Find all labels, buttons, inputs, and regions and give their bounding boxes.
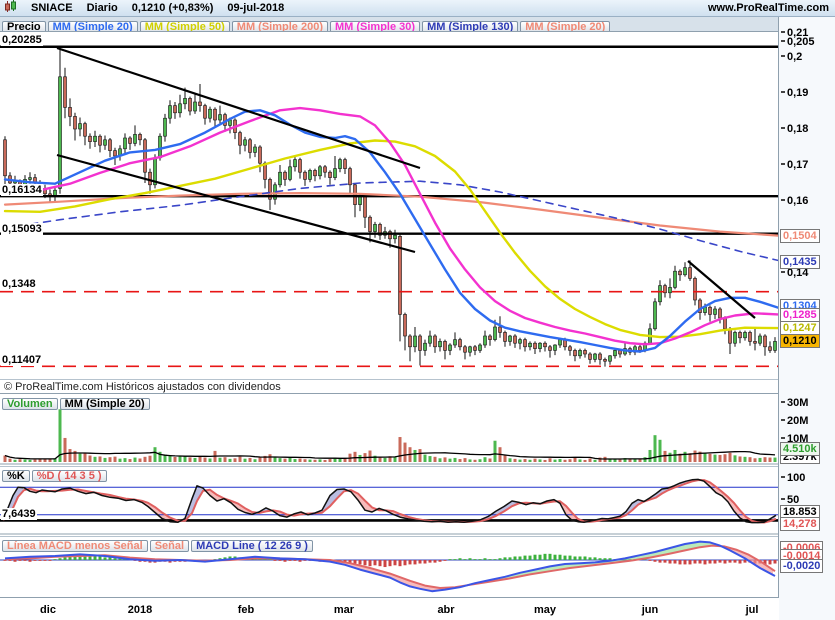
axis-label: 50 — [781, 494, 799, 506]
stoch-level-label: 7,6439 — [1, 508, 37, 520]
month-label: feb — [237, 604, 255, 616]
axis-label: 100 — [781, 472, 805, 484]
price-level-label: 0,1348 — [1, 278, 37, 290]
month-label: abr — [437, 604, 455, 616]
price-indicator-button-2[interactable]: MM (Simple 50) — [139, 21, 230, 32]
timeframe-label: Diario — [86, 2, 118, 14]
axis-value-box: 0,1247 — [780, 321, 820, 335]
price-indicator-button-4[interactable]: MM (Simple 30) — [329, 21, 421, 32]
price-level-label: 0,20285 — [1, 34, 43, 46]
candlestick-icon — [4, 0, 17, 16]
volume-indicator-button-1[interactable]: MM (Simple 20) — [59, 398, 150, 410]
time-axis[interactable]: dic 2018 feb mar abr may jun jul — [0, 598, 779, 620]
month-label: dic — [40, 604, 56, 616]
axis-label: 30M — [781, 397, 808, 409]
axis-label: 0,19 — [781, 87, 808, 99]
macd-indicator-button-0[interactable]: Línea MACD menos Señal — [2, 540, 148, 552]
axis-value-box: 14,278 — [780, 517, 820, 531]
price-indicator-button-5[interactable]: MM (Simple 130) — [422, 21, 519, 32]
title-bar: SNIACE Diario 0,1210 (+0,83%) 09-jul-201… — [0, 0, 835, 17]
axis-label: 0,16 — [781, 195, 808, 207]
axis-label: 0,14 — [781, 267, 808, 279]
stochastic-indicator-button-0[interactable]: %K — [2, 470, 30, 482]
volume-indicator-button-0[interactable]: Volumen — [2, 398, 58, 410]
axis-label: 0,2 — [781, 51, 802, 63]
price-legend-row: Precio MM (Simple 20) MM (Simple 50) MM (Si… — [0, 17, 779, 32]
axis-value-box: 18.853 — [780, 505, 820, 519]
month-label: 2018 — [127, 604, 153, 616]
stochastic-indicator-button-1[interactable]: %D ( 14 3 5 ) — [31, 470, 107, 482]
price-indicator-button-3[interactable]: MM (Simple 200) — [231, 21, 328, 32]
axis-value-box: 4.510k — [780, 442, 820, 456]
website-watermark: www.ProRealTime.com — [707, 2, 829, 14]
macd-indicator-button-1[interactable]: Señal — [149, 540, 190, 552]
axis-label: 0,17 — [781, 159, 808, 171]
macd-indicator-button-2[interactable]: MACD Line ( 12 26 9 ) — [191, 540, 313, 552]
axis-label: 0,205 — [781, 36, 815, 48]
axis-value-box: -0,0020 — [780, 559, 824, 573]
month-label: jul — [745, 604, 759, 616]
axis-value-box: 0,1285 — [780, 308, 820, 322]
last-quote: 0,1210 (+0,83%) — [131, 2, 214, 14]
axis-label: 0,18 — [781, 123, 808, 135]
price-level-label: 0,16134 — [1, 184, 43, 196]
axis-label: 20M — [781, 415, 808, 427]
month-label: jun — [641, 604, 659, 616]
axis-value-box: 0,1435 — [780, 255, 820, 269]
price-level-label: 0,15093 — [1, 223, 43, 235]
month-label: may — [533, 604, 557, 616]
price-indicator-button-0[interactable]: Precio — [2, 21, 46, 32]
axis-value-box: 0,1210 — [780, 334, 820, 348]
symbol-name: SNIACE — [31, 2, 73, 14]
price-indicator-button-6[interactable]: MM (Simple 20) — [520, 21, 611, 32]
price-indicator-button-1[interactable]: MM (Simple 20) — [47, 21, 138, 32]
month-label: mar — [333, 604, 355, 616]
price-level-label: 0,11407 — [1, 354, 43, 366]
volume-legend-row: Volumen MM (Simple 20) — [0, 394, 150, 410]
axis-value-box: 0,1504 — [780, 229, 820, 243]
stochastic-legend-row: %K %D ( 14 3 5 ) — [0, 466, 107, 482]
axis-label: 0,21 — [781, 27, 808, 39]
quote-date: 09-jul-2018 — [227, 2, 285, 14]
copyright-note: © ProRealTime.com Históricos ajustados c… — [2, 381, 283, 393]
macd-legend-row: Línea MACD menos Señal Señal MACD Line ( 1… — [0, 536, 313, 552]
